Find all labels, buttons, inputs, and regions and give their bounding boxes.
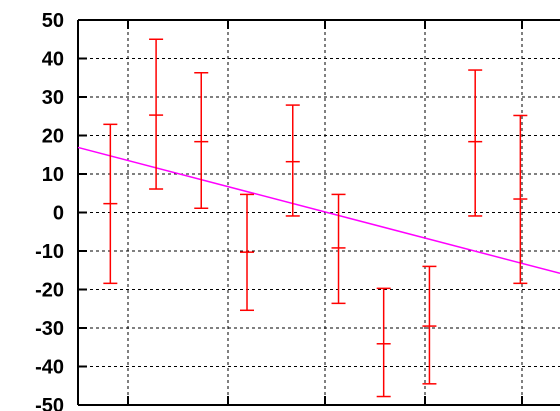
y-tick-label: -40 xyxy=(35,357,64,379)
y-tick-label: 0 xyxy=(53,203,64,225)
y-tick-label: 30 xyxy=(42,87,64,109)
y-tick-label: -50 xyxy=(35,395,64,411)
fit-line xyxy=(77,146,560,275)
y-tick-label: -10 xyxy=(35,241,64,263)
y-tick-label: -20 xyxy=(35,280,64,302)
y-tick-label: 50 xyxy=(42,10,64,32)
y-tick-label: 40 xyxy=(42,49,64,71)
y-tick-label: 20 xyxy=(42,126,64,148)
y-tick-label: 10 xyxy=(42,164,64,186)
y-tick-label: -30 xyxy=(35,318,64,340)
